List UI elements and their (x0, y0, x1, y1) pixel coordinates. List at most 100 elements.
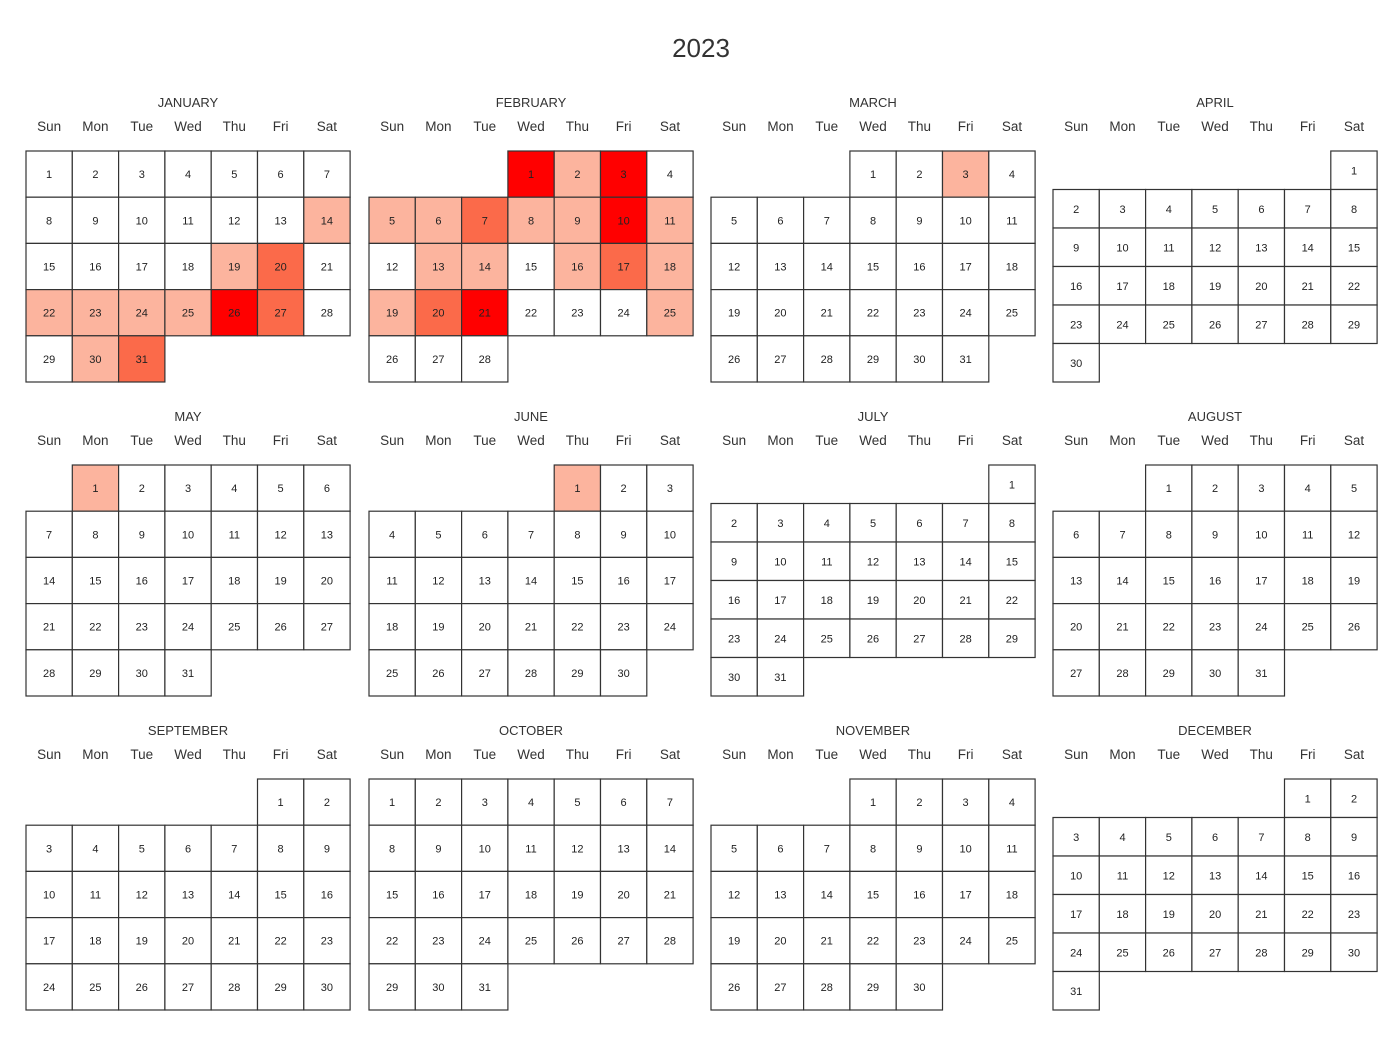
day-cell (414, 963, 463, 1011)
day-label: 17 (617, 262, 629, 274)
weekday-label: Wed (174, 747, 202, 762)
day-cell (1330, 510, 1378, 559)
day-label: 18 (1302, 576, 1314, 588)
day-label: 22 (1302, 909, 1314, 921)
day-cell (710, 916, 758, 965)
day-label: 2 (916, 169, 922, 181)
day-cell (303, 916, 351, 965)
weekday-label: Mon (425, 747, 451, 762)
day-cell (710, 579, 758, 620)
day-label: 15 (1163, 576, 1175, 588)
day-label: 31 (479, 982, 491, 994)
day-label: 25 (182, 308, 194, 320)
weekday-label: Tue (1157, 747, 1180, 762)
day-cell (210, 556, 259, 605)
day-label: 8 (528, 215, 534, 227)
day-label: 28 (43, 668, 55, 680)
day-label: 12 (1348, 529, 1360, 541)
weekday-label: Thu (908, 119, 931, 134)
day-label: 26 (228, 308, 240, 320)
day-label: 15 (525, 262, 537, 274)
weekday-label: Sun (1064, 433, 1088, 448)
day-cell (1330, 304, 1378, 345)
day-label: 5 (731, 843, 737, 855)
day-cell (1283, 556, 1332, 605)
day-label: 7 (46, 529, 52, 541)
day-cell (25, 150, 73, 198)
day-label: 21 (43, 622, 55, 634)
day-cell (1144, 602, 1193, 651)
day-label: 15 (1006, 556, 1018, 568)
day-cell (988, 916, 1036, 965)
day-cell (646, 242, 694, 291)
day-label: 19 (1163, 909, 1175, 921)
day-cell (461, 510, 509, 559)
day-cell (941, 824, 990, 873)
day-cell (1237, 265, 1286, 306)
day-label: 5 (1166, 832, 1172, 844)
day-cell (1237, 602, 1286, 651)
day-label: 13 (432, 262, 444, 274)
day-label: 25 (89, 982, 101, 994)
day-label: 15 (274, 890, 286, 902)
day-label: 14 (321, 215, 333, 227)
day-label: 30 (617, 668, 629, 680)
day-cell (164, 824, 212, 873)
weekday-label: Sun (380, 433, 404, 448)
weekday-label: Fri (616, 747, 632, 762)
day-cell (646, 464, 694, 512)
day-label: 9 (435, 843, 441, 855)
day-label: 13 (182, 890, 194, 902)
day-cell (895, 541, 944, 582)
day-label: 28 (959, 633, 971, 645)
day-label: 14 (525, 576, 537, 588)
day-cell (1098, 556, 1147, 605)
day-cell (303, 778, 351, 826)
day-cell (553, 196, 602, 244)
day-label: 15 (867, 262, 879, 274)
weekday-label: Wed (517, 747, 545, 762)
day-label: 3 (139, 169, 145, 181)
day-cell (1052, 556, 1100, 605)
day-label: 30 (913, 354, 925, 366)
day-label: 8 (46, 215, 52, 227)
day-label: 10 (182, 529, 194, 541)
day-label: 17 (774, 595, 786, 607)
day-cell (303, 602, 351, 651)
day-cell (895, 150, 944, 198)
day-cell (756, 335, 805, 383)
day-cell (256, 824, 305, 873)
day-cell (1191, 932, 1239, 973)
day-cell (553, 824, 602, 873)
day-label: 16 (1209, 576, 1221, 588)
day-label: 2 (1073, 204, 1079, 216)
day-cell (164, 649, 212, 697)
day-cell (849, 242, 897, 291)
day-cell (988, 778, 1036, 826)
weekday-label: Wed (1201, 433, 1229, 448)
day-cell (71, 289, 120, 337)
day-label: 14 (1255, 870, 1267, 882)
day-label: 1 (92, 483, 98, 495)
day-label: 7 (231, 843, 237, 855)
weekday-label: Sun (380, 747, 404, 762)
day-cell (895, 618, 944, 659)
day-cell (507, 916, 555, 965)
weekday-label: Tue (815, 119, 838, 134)
day-cell (988, 196, 1036, 244)
day-label: 20 (432, 308, 444, 320)
day-label: 18 (525, 890, 537, 902)
day-label: 24 (136, 308, 148, 320)
day-label: 11 (182, 215, 193, 227)
day-cell (25, 335, 73, 383)
day-cell (507, 242, 555, 291)
day-label: 2 (92, 169, 98, 181)
day-label: 21 (959, 595, 971, 607)
day-label: 2 (731, 518, 737, 530)
day-label: 9 (1212, 529, 1218, 541)
day-cell (1098, 510, 1147, 559)
day-label: 30 (728, 672, 740, 684)
day-label: 25 (664, 308, 676, 320)
day-label: 4 (1009, 797, 1015, 809)
month-title: DECEMBER (1178, 723, 1252, 738)
